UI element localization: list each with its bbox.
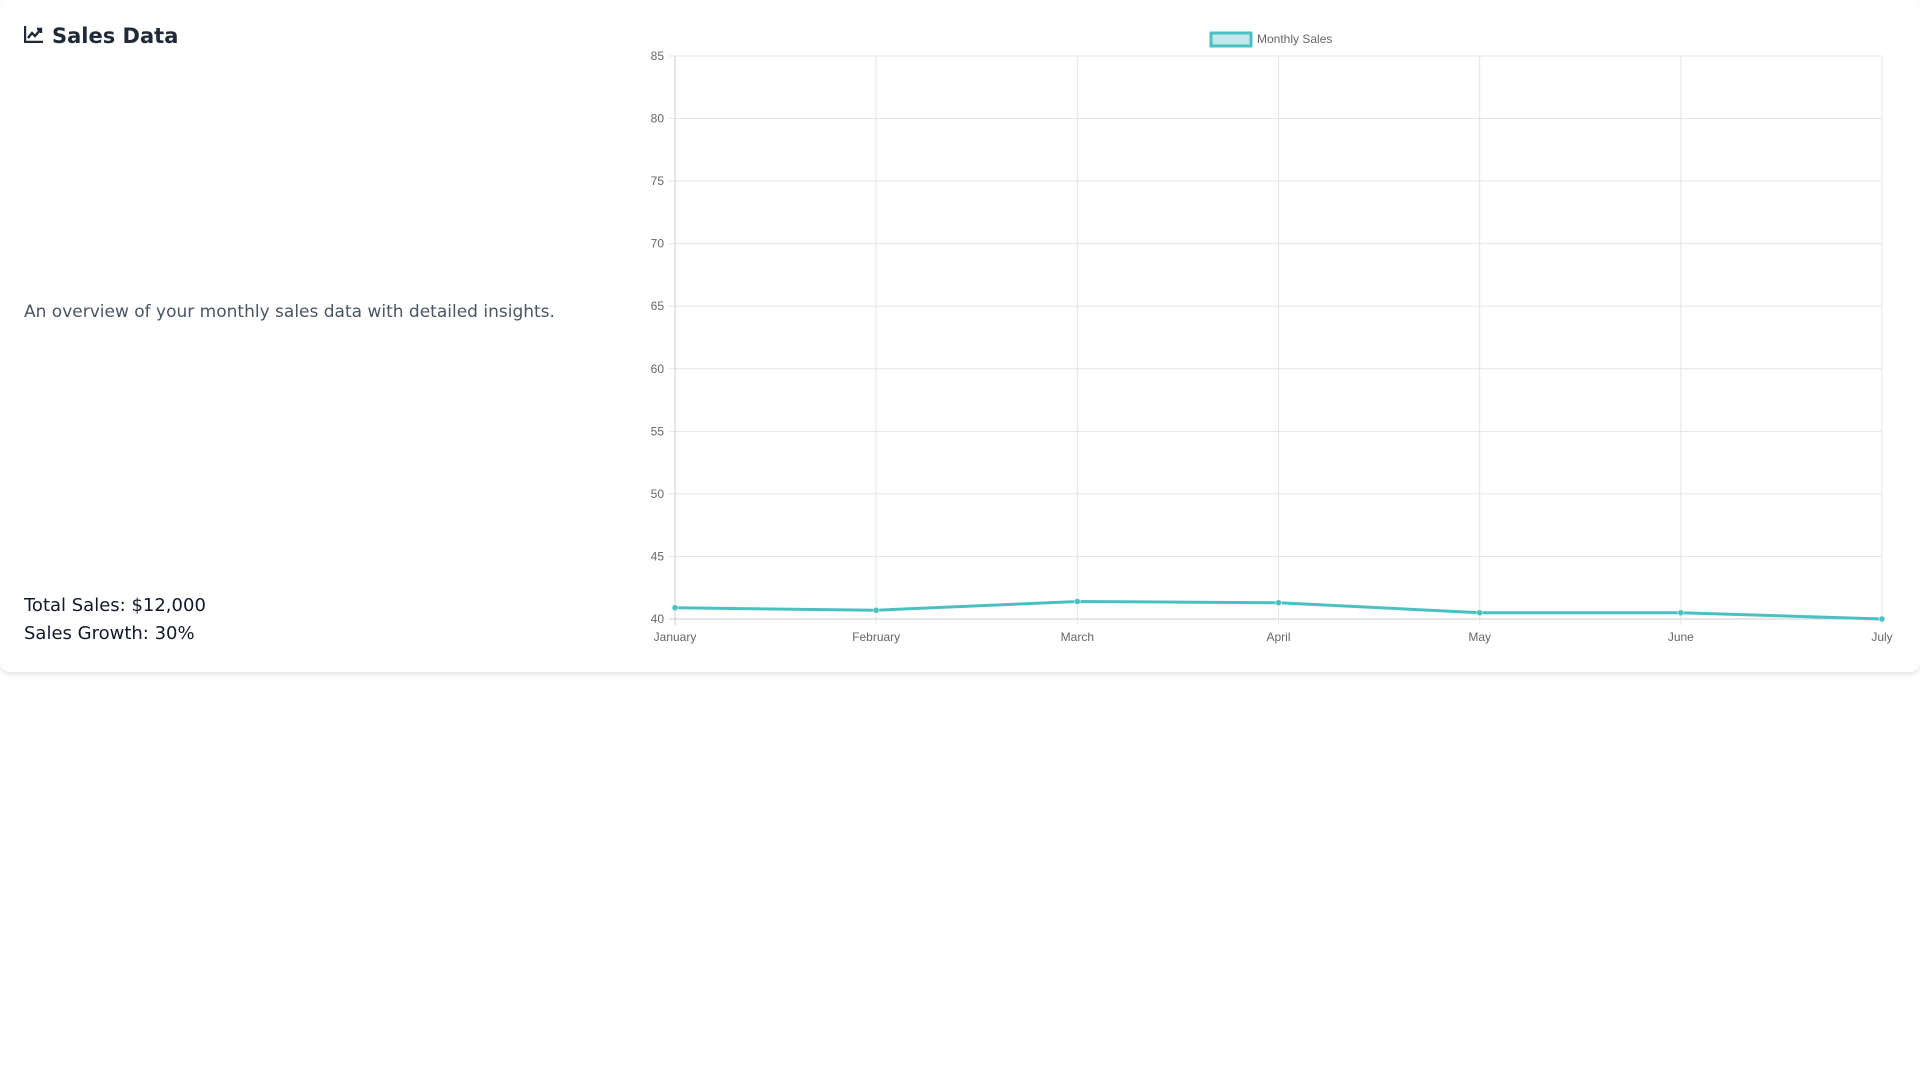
x-tick-label: March xyxy=(1061,630,1094,644)
x-tick-label: February xyxy=(852,630,900,644)
data-point xyxy=(1677,609,1685,616)
data-point xyxy=(1074,598,1081,605)
sales-growth: Sales Growth: 30% xyxy=(24,623,195,644)
y-tick-label: 65 xyxy=(651,299,665,313)
y-tick-label: 85 xyxy=(651,49,665,63)
summary-panel: Sales Data An overview of your monthly s… xyxy=(23,0,624,672)
data-point xyxy=(1476,609,1483,616)
y-tick-label: 55 xyxy=(651,424,665,438)
title-text: Sales Data xyxy=(52,24,179,48)
y-tick-label: 50 xyxy=(651,487,665,501)
x-tick-label: May xyxy=(1468,630,1491,644)
y-tick-label: 45 xyxy=(651,549,665,563)
page-title: Sales Data xyxy=(23,24,179,48)
x-tick-label: June xyxy=(1668,630,1694,644)
total-sales: Total Sales: $12,000 xyxy=(24,595,206,616)
y-tick-label: 70 xyxy=(651,237,665,251)
data-point xyxy=(1275,599,1282,606)
data-point xyxy=(1878,615,1886,623)
x-tick-label: July xyxy=(1871,630,1892,644)
sales-line-chart: 40 45 50 55 60 65 70 75 80 85 January February March… xyxy=(651,31,1893,644)
chart-line-icon xyxy=(23,24,44,48)
y-tick-label: 40 xyxy=(651,612,665,626)
y-tick-label: 75 xyxy=(651,174,665,188)
data-point xyxy=(671,604,679,611)
stats: Total Sales: $12,000 Sales Growth: 30% xyxy=(24,592,206,648)
data-point xyxy=(872,606,880,614)
legend-swatch xyxy=(1209,31,1253,48)
sales-card: Sales Data An overview of your monthly s… xyxy=(23,0,1893,672)
legend-label: Monthly Sales xyxy=(1257,32,1332,46)
description: An overview of your monthly sales data w… xyxy=(24,302,555,322)
x-tick-label: April xyxy=(1266,630,1290,644)
y-tick-label: 60 xyxy=(651,362,665,376)
x-tick-label: January xyxy=(654,630,697,644)
y-tick-label: 80 xyxy=(651,112,665,126)
